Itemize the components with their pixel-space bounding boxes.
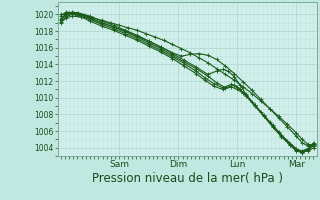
X-axis label: Pression niveau de la mer( hPa ): Pression niveau de la mer( hPa ) — [92, 172, 283, 185]
